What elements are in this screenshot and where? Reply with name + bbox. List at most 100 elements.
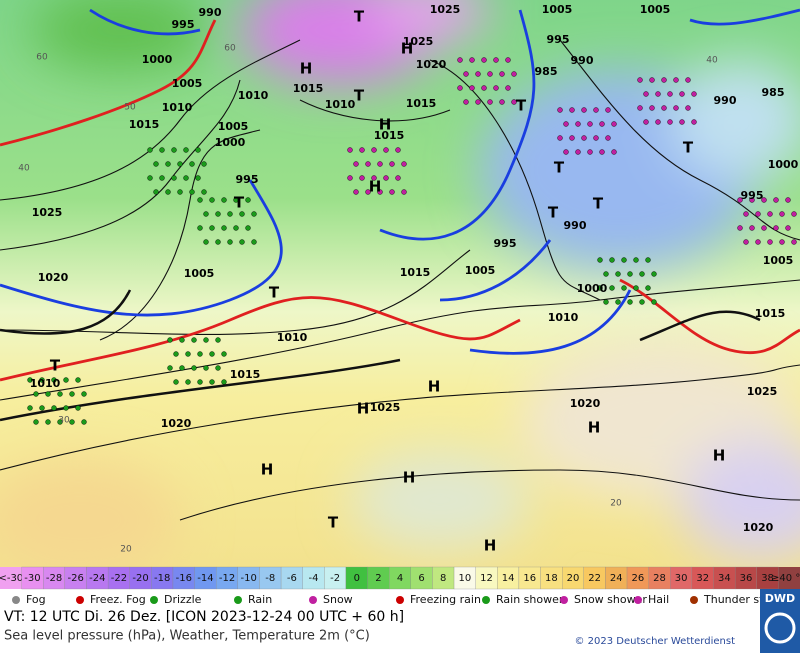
weather-dot — [639, 271, 645, 277]
weather-dot — [27, 377, 33, 383]
latitude-label: 40 — [18, 164, 30, 174]
weather-dot — [575, 149, 581, 155]
isobar-label: 1005 — [640, 3, 671, 16]
scale-label: -10 — [240, 573, 256, 584]
weather-dot — [469, 57, 475, 63]
scale-label: -28 — [46, 573, 62, 584]
pressure-center: H — [369, 178, 382, 196]
weather-dot — [365, 161, 371, 167]
weather-dot — [767, 239, 773, 245]
isobar-label: 1010 — [325, 98, 356, 111]
isobar-label: 1025 — [403, 35, 434, 48]
weather-dot — [569, 135, 575, 141]
isobar-label: 1000 — [768, 158, 799, 171]
weather-dot — [791, 239, 797, 245]
legend-label: Snow shower — [574, 593, 647, 606]
weather-dot — [159, 147, 165, 153]
weather-dot — [389, 189, 395, 195]
weather-dot — [251, 239, 257, 245]
weather-dot — [401, 161, 407, 167]
weather-dot — [685, 77, 691, 83]
isobar-label: 1015 — [230, 368, 261, 381]
isobar-label: 995 — [172, 18, 195, 31]
isobar-label: 1015 — [400, 266, 431, 279]
weather-dot — [39, 377, 45, 383]
weather-dot — [605, 135, 611, 141]
isobar-label: 1015 — [129, 118, 160, 131]
legend-symbol — [560, 596, 568, 604]
weather-dot — [487, 99, 493, 105]
legend-label: Drizzle — [164, 593, 202, 606]
weather-dot — [173, 351, 179, 357]
weather-dot — [189, 161, 195, 167]
weather-dot — [581, 107, 587, 113]
isobar-label: 1010 — [277, 331, 308, 344]
weather-dot — [667, 91, 673, 97]
scale-label: -12 — [219, 573, 235, 584]
weather-dot — [597, 285, 603, 291]
weather-dot — [159, 175, 165, 181]
isobar-label: 1015 — [755, 307, 786, 320]
weather-dot — [183, 175, 189, 181]
copyright: © 2023 Deutscher Wetterdienst — [574, 636, 735, 647]
weather-dot — [767, 211, 773, 217]
weather-dot — [371, 147, 377, 153]
weather-dot — [761, 197, 767, 203]
scale-label: 10 — [458, 573, 471, 584]
weather-dot — [499, 99, 505, 105]
isobar-label: 1010 — [548, 311, 579, 324]
weather-dot — [611, 121, 617, 127]
weather-dot — [209, 225, 215, 231]
weather-dot — [615, 299, 621, 305]
legend-symbol — [150, 596, 158, 604]
scale-label: 28 — [653, 573, 666, 584]
weather-dot — [147, 147, 153, 153]
weather-dot — [197, 351, 203, 357]
weather-dot — [365, 189, 371, 195]
weather-dot — [147, 175, 153, 181]
weather-dot — [661, 77, 667, 83]
weather-dot — [189, 189, 195, 195]
isobar-label: 990 — [571, 54, 594, 67]
pressure-center: T — [354, 87, 365, 105]
weather-dot — [69, 391, 75, 397]
legend-label: Rain — [248, 593, 272, 606]
scale-label: 0 — [354, 573, 360, 584]
isobar-label: 1020 — [161, 417, 192, 430]
weather-dot — [195, 175, 201, 181]
isobar-label: 985 — [535, 65, 558, 78]
weather-dot — [691, 119, 697, 125]
weather-dot — [621, 285, 627, 291]
weather-dot — [557, 107, 563, 113]
scale-label: -24 — [89, 573, 105, 584]
legend-symbol — [76, 596, 84, 604]
weather-dot — [173, 379, 179, 385]
scale-label: -16 — [176, 573, 192, 584]
pressure-center: H — [379, 116, 392, 134]
isobar-label: 985 — [762, 86, 785, 99]
isobar-label: 1020 — [38, 271, 69, 284]
weather-dot — [581, 135, 587, 141]
isobar-label: 995 — [236, 173, 259, 186]
weather-dot — [153, 161, 159, 167]
weather-dot — [203, 337, 209, 343]
weather-dot — [209, 351, 215, 357]
weather-dot — [203, 365, 209, 371]
isobar-label: 1010 — [162, 101, 193, 114]
valid-time: VT: 12 UTC Di. 26 Dez. [ICON 2023-12-24 … — [4, 609, 404, 625]
weather-dot — [679, 91, 685, 97]
pressure-center: T — [548, 204, 559, 222]
weather-dot — [743, 211, 749, 217]
weather-dot — [667, 119, 673, 125]
weather-dot — [215, 239, 221, 245]
weather-dot — [75, 377, 81, 383]
weather-dot — [245, 197, 251, 203]
weather-dot — [743, 239, 749, 245]
weather-dot — [63, 377, 69, 383]
weather-dot — [493, 85, 499, 91]
weather-dot — [203, 211, 209, 217]
pressure-center: H — [588, 419, 601, 437]
weather-dot — [511, 99, 517, 105]
weather-dot — [165, 189, 171, 195]
weather-dot — [761, 225, 767, 231]
